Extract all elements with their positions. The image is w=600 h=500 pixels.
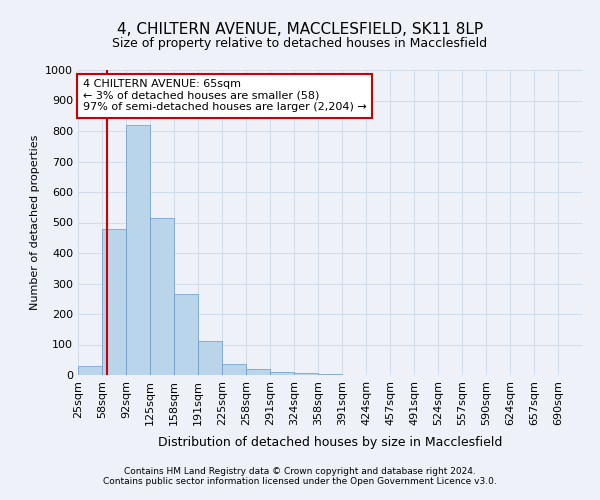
Text: Contains HM Land Registry data © Crown copyright and database right 2024.: Contains HM Land Registry data © Crown c… [124, 467, 476, 476]
Bar [126, 125, 150, 375]
X-axis label: Distribution of detached houses by size in Macclesfield: Distribution of detached houses by size … [158, 436, 502, 449]
Bar [222, 364, 246, 375]
Bar [102, 228, 126, 375]
Bar [78, 366, 102, 375]
Bar [246, 369, 270, 375]
Text: 4, CHILTERN AVENUE, MACCLESFIELD, SK11 8LP: 4, CHILTERN AVENUE, MACCLESFIELD, SK11 8… [117, 22, 483, 38]
Text: 4 CHILTERN AVENUE: 65sqm
← 3% of detached houses are smaller (58)
97% of semi-de: 4 CHILTERN AVENUE: 65sqm ← 3% of detache… [83, 79, 367, 112]
Bar [150, 218, 174, 375]
Text: Contains public sector information licensed under the Open Government Licence v3: Contains public sector information licen… [103, 477, 497, 486]
Text: Size of property relative to detached houses in Macclesfield: Size of property relative to detached ho… [112, 38, 488, 51]
Bar [318, 374, 342, 375]
Bar [198, 342, 222, 375]
Bar [270, 372, 294, 375]
Y-axis label: Number of detached properties: Number of detached properties [29, 135, 40, 310]
Bar [294, 374, 318, 375]
Bar [174, 294, 198, 375]
